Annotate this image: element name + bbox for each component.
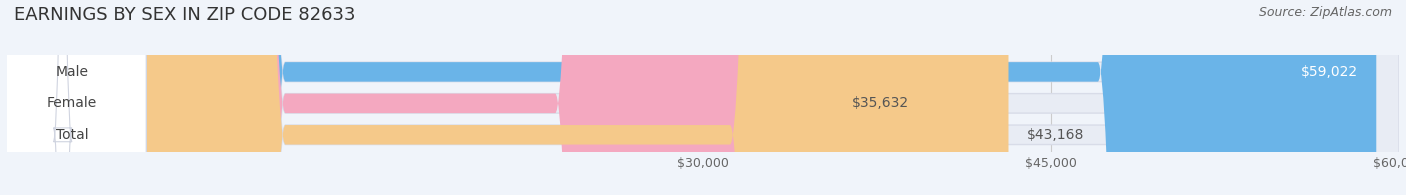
FancyBboxPatch shape bbox=[7, 0, 1008, 195]
FancyBboxPatch shape bbox=[7, 0, 834, 195]
Text: Female: Female bbox=[46, 96, 97, 110]
Text: Total: Total bbox=[56, 128, 89, 142]
Text: $59,022: $59,022 bbox=[1301, 65, 1358, 79]
FancyBboxPatch shape bbox=[0, 0, 146, 195]
FancyBboxPatch shape bbox=[7, 0, 1399, 195]
Text: $43,168: $43,168 bbox=[1026, 128, 1084, 142]
Text: $35,632: $35,632 bbox=[852, 96, 910, 110]
FancyBboxPatch shape bbox=[7, 0, 1399, 195]
Text: EARNINGS BY SEX IN ZIP CODE 82633: EARNINGS BY SEX IN ZIP CODE 82633 bbox=[14, 6, 356, 24]
Text: Source: ZipAtlas.com: Source: ZipAtlas.com bbox=[1258, 6, 1392, 19]
FancyBboxPatch shape bbox=[7, 0, 1399, 195]
FancyBboxPatch shape bbox=[7, 0, 1376, 195]
FancyBboxPatch shape bbox=[0, 0, 146, 195]
Text: Male: Male bbox=[55, 65, 89, 79]
FancyBboxPatch shape bbox=[0, 0, 146, 195]
